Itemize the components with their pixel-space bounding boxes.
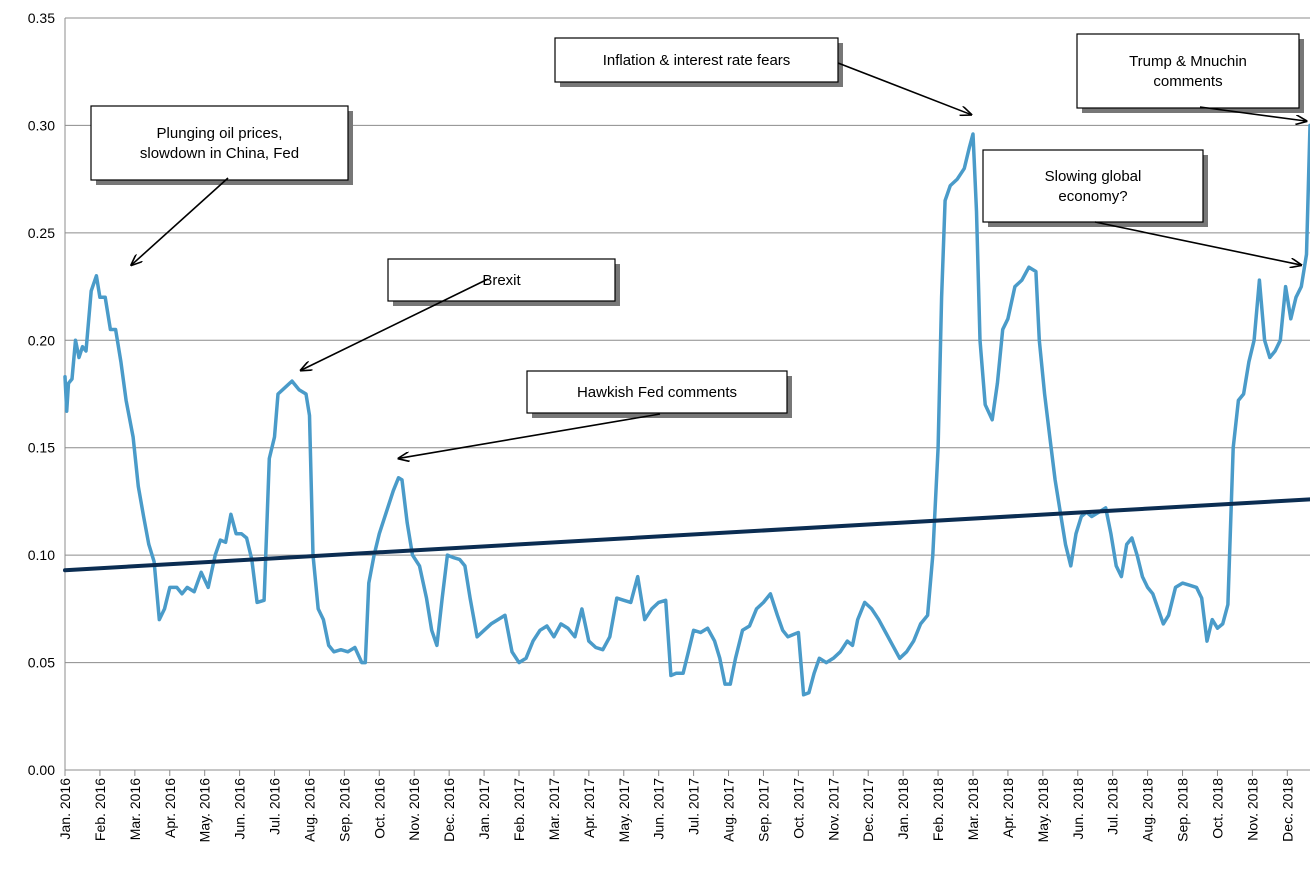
x-tick-label: Sep. 2018: [1175, 778, 1191, 842]
annotation-text: slowdown in China, Fed: [140, 145, 299, 162]
annotation-3: Hawkish Fed comments: [399, 370, 792, 458]
y-tick-label: 0.35: [28, 10, 55, 26]
x-tick-label: Jun. 2017: [651, 778, 667, 840]
x-tick-label: Apr. 2017: [581, 778, 597, 838]
x-tick-label: May. 2018: [1035, 778, 1051, 843]
x-tick-label: Jul. 2017: [686, 778, 702, 835]
y-tick-label: 0.25: [28, 225, 55, 241]
y-tick-label: 0.15: [28, 440, 55, 456]
annotation-arrow: [1094, 221, 1301, 265]
annotation-text: Plunging oil prices,: [157, 125, 283, 142]
x-tick-label: Sep. 2017: [755, 778, 771, 842]
trend-line: [63, 497, 1310, 573]
annotation-text: Slowing global: [1045, 168, 1142, 185]
x-tick-label: Aug. 2016: [301, 778, 317, 842]
x-tick-label: Feb. 2018: [930, 778, 946, 841]
annotation-arrow: [1199, 106, 1307, 121]
annotation-5: Trump & Mnuchin comments: [1076, 33, 1307, 121]
annotation-box: [1076, 33, 1300, 109]
annotation-box: [554, 37, 839, 83]
x-tick-label: Jan. 2017: [476, 778, 492, 840]
x-tick-label: Oct. 2016: [371, 778, 387, 839]
x-tick-label: Dec. 2018: [1279, 778, 1295, 842]
x-tick-label: Nov. 2018: [1244, 778, 1260, 841]
x-tick-label: May. 2017: [616, 778, 632, 843]
x-tick-label: Feb. 2017: [511, 778, 527, 841]
x-tick-label: Jan. 2018: [895, 778, 911, 840]
y-tick-label: 0.20: [28, 332, 55, 348]
x-tick-label: May. 2016: [197, 778, 213, 843]
annotation-2: Brexit: [301, 258, 620, 370]
x-tick-label: Apr. 2018: [1000, 778, 1016, 838]
y-tick-label: 0.30: [28, 117, 55, 133]
y-axis: 0.00 0.05 0.10 0.15 0.20 0.25 0.30 0.35: [28, 10, 66, 778]
annotation-arrow: [131, 177, 229, 265]
series-lines: [63, 123, 1310, 697]
x-tick-label: Feb. 2016: [92, 778, 108, 841]
annotation-box: [526, 370, 788, 414]
annotation-text: Inflation & interest rate fears: [603, 52, 791, 69]
annotation-1: Plunging oil prices, slowdown in China, F…: [90, 105, 353, 265]
annotation-4: Inflation & interest rate fears: [554, 37, 971, 115]
x-tick-label: Mar. 2016: [127, 778, 143, 840]
annotation-arrow: [399, 413, 661, 458]
annotation-arrow: [301, 278, 489, 370]
x-tick-label: Mar. 2017: [546, 778, 562, 840]
x-tick-label: Oct. 2017: [790, 778, 806, 839]
annotation-6: Slowing global economy?: [982, 149, 1301, 265]
x-tick-label: Dec. 2016: [441, 778, 457, 842]
annotation-text: Trump & Mnuchin: [1129, 53, 1247, 70]
x-tick-label: Jul. 2018: [1105, 778, 1121, 835]
x-axis: Jan. 2016 Feb. 2016 Mar. 2016 Apr. 2016 May.…: [57, 769, 1310, 843]
x-tick-label: Nov. 2017: [825, 778, 841, 841]
y-tick-label: 0.00: [28, 762, 55, 778]
x-tick-label: Oct. 2018: [1209, 778, 1225, 839]
x-tick-label: Jul. 2016: [267, 778, 283, 835]
x-tick-label: Nov. 2016: [406, 778, 422, 841]
annotation-text: comments: [1153, 73, 1222, 90]
annotation-text: economy?: [1058, 188, 1127, 205]
x-tick-label: Jun. 2018: [1070, 778, 1086, 840]
y-tick-label: 0.05: [28, 655, 55, 671]
annotations: Plunging oil prices, slowdown in China, F…: [90, 33, 1307, 458]
x-tick-label: Jun. 2016: [232, 778, 248, 840]
x-tick-label: Aug. 2018: [1140, 778, 1156, 842]
annotation-text: Hawkish Fed comments: [577, 384, 737, 401]
annotation-arrow: [837, 62, 971, 115]
annotation-text: Brexit: [482, 272, 521, 289]
x-tick-label: Apr. 2016: [162, 778, 178, 838]
x-tick-label: Sep. 2016: [336, 778, 352, 842]
y-tick-label: 0.10: [28, 547, 55, 563]
x-tick-label: Dec. 2017: [860, 778, 876, 842]
x-tick-label: Jan. 2016: [57, 778, 73, 840]
volatility-series-line: [63, 123, 1310, 697]
annotation-box: [387, 258, 616, 302]
x-tick-label: Mar. 2018: [965, 778, 981, 840]
annotation-box: [982, 149, 1204, 223]
annotation-box: [90, 105, 349, 181]
x-tick-label: Aug. 2017: [721, 778, 737, 842]
